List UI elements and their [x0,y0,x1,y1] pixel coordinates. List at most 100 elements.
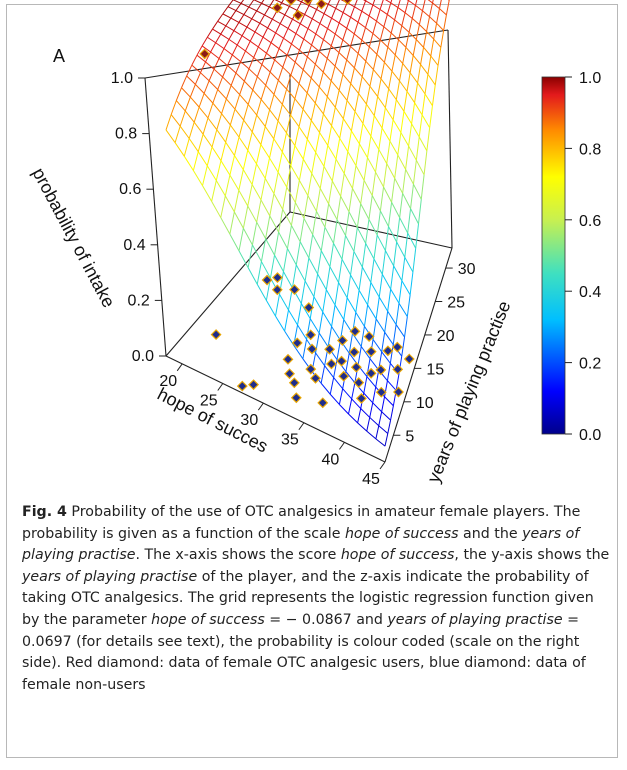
mesh-line [238,169,244,191]
mesh-line [423,47,432,57]
mesh-line [238,250,249,268]
mesh-line [328,203,338,220]
mesh-line [175,100,186,112]
mesh-line [261,0,265,4]
mesh-line [404,316,408,338]
mesh-line [319,188,330,205]
mesh-line [234,94,241,110]
colorbar-tick-label: 0.2 [579,356,601,373]
nonuser-point [353,377,365,389]
nonuser-point [306,343,318,355]
mesh-line [239,80,245,95]
mesh-line [381,332,386,352]
mesh-line [398,280,403,304]
mesh-line [379,26,385,41]
mesh-line [211,180,217,202]
mesh-line [396,217,401,243]
mesh-line [338,388,344,405]
mesh-line [350,111,356,131]
mesh-line [319,132,329,146]
mesh-line [379,186,385,211]
mesh-line [213,58,220,70]
mesh-line [358,289,369,306]
mesh-line [281,88,288,105]
mesh-line [260,261,271,279]
mesh-line [297,303,302,326]
mesh-line [318,39,324,52]
mesh-line [413,183,422,200]
mesh-line [281,2,290,7]
mesh-line [427,73,436,86]
mesh-line [406,91,415,103]
mesh-line [275,315,286,332]
mesh-line [283,28,289,39]
mesh-line [291,33,297,45]
mesh-line [356,203,362,228]
mesh-line [282,187,288,210]
mesh-line [338,259,343,283]
mesh-line [284,6,290,16]
mesh-line [184,110,195,123]
mesh-line [388,202,393,227]
mesh-line [408,18,413,33]
mesh-line [350,251,355,276]
mesh-line [362,123,372,137]
mesh-line [216,113,223,130]
mesh-line [339,118,344,139]
nonuser-point [382,345,394,357]
mesh-line [253,46,259,58]
mesh-line [224,195,235,213]
mesh-line [310,77,320,88]
mesh-line [415,39,424,48]
mesh-line [242,205,249,229]
mesh-line [402,47,407,64]
mesh-line [358,123,364,144]
mesh-line [358,93,367,105]
mesh-line [393,265,403,281]
mesh-line [363,0,366,2]
mesh-line [383,14,388,27]
mesh-line [365,46,370,62]
mesh-line [210,42,217,53]
mesh-line [330,33,336,46]
mesh-line [385,0,392,4]
mesh-line [334,22,340,35]
mesh-line [381,411,391,421]
mesh-line [421,114,431,128]
mesh-line [196,45,203,56]
mesh-line [273,193,284,210]
mesh-line [387,289,392,312]
mesh-line [298,109,304,127]
mesh-line [358,267,363,291]
mesh-line [388,88,397,100]
mesh-line [279,293,289,311]
mesh-line [278,48,288,56]
mesh-line [378,149,388,164]
mesh-line [396,241,406,258]
nonuser-point [336,335,348,346]
mesh-line [358,76,363,94]
mesh-line [375,438,386,447]
mesh-line [406,72,411,92]
mesh-line [241,26,248,37]
mesh-line [191,54,198,66]
mesh-line [218,58,228,66]
mesh-line [265,238,275,256]
mesh-line [440,30,445,48]
mesh-line [286,43,292,56]
mesh-line [251,163,257,185]
mesh-line [165,114,172,131]
mesh-line [286,186,296,203]
mesh-line [361,27,366,41]
mesh-line [254,22,261,33]
nonuser-point [365,367,377,379]
caption-italic-2: years of playing practise [22,525,580,564]
mesh-line [315,132,321,153]
mesh-line [269,215,280,233]
mesh-line [349,33,355,47]
mesh-line [313,273,319,297]
mesh-line [303,195,309,219]
mesh-line [310,120,320,133]
nonuser-point [288,377,300,389]
mesh-line [335,138,341,160]
